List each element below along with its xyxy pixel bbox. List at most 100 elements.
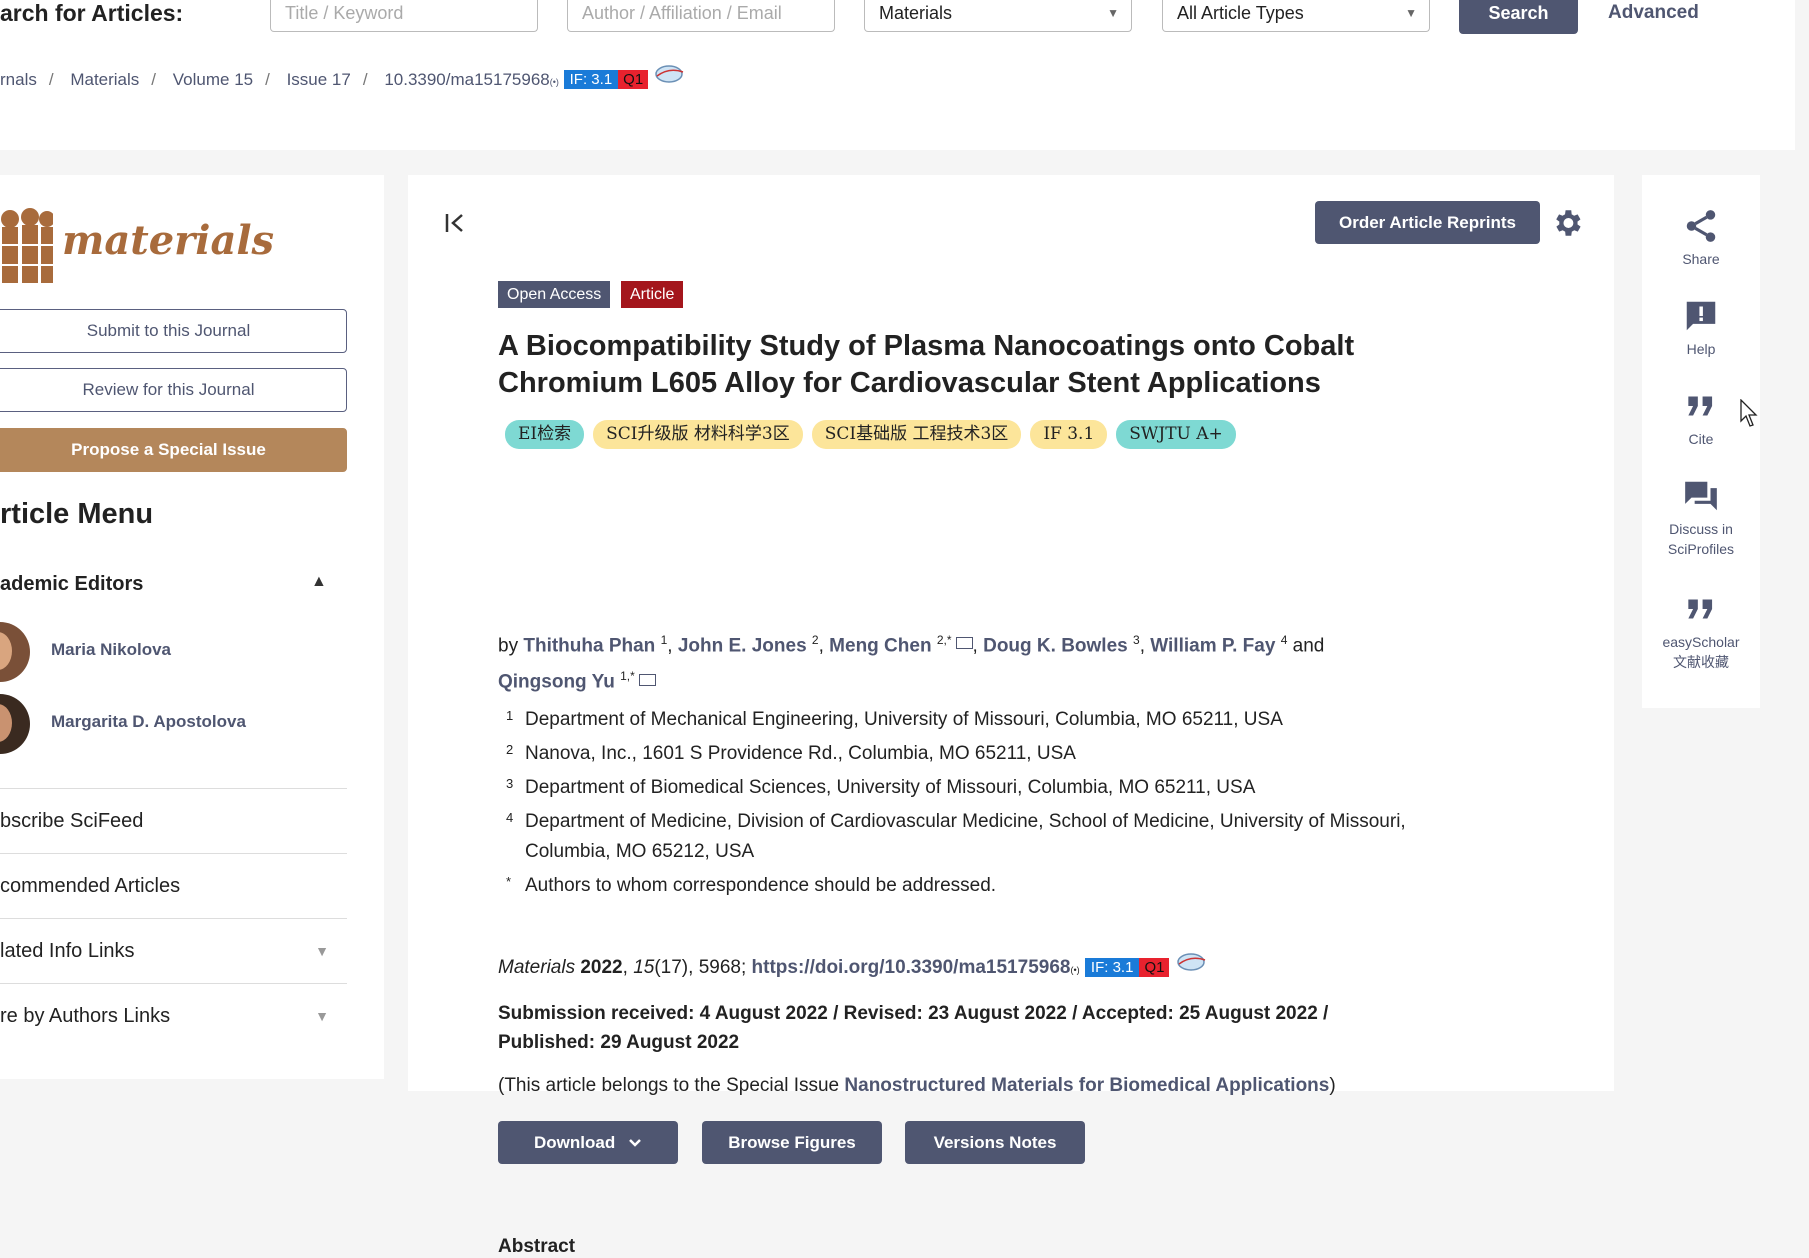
advanced-search-link[interactable]: Advanced bbox=[1608, 2, 1699, 23]
author-link[interactable]: Doug K. Bowles bbox=[983, 635, 1128, 657]
globe-icon bbox=[1176, 953, 1205, 971]
special-prefix: (This article belongs to the Special Iss… bbox=[498, 1075, 845, 1096]
author-input[interactable]: Author / Affiliation / Email bbox=[567, 0, 835, 32]
editor-name[interactable]: Maria Nikolova bbox=[51, 640, 171, 659]
breadcrumb-row bbox=[0, 38, 1795, 150]
gear-icon[interactable] bbox=[1550, 206, 1584, 240]
author-sup: 2 bbox=[811, 633, 819, 647]
special-suffix: ) bbox=[1329, 1075, 1336, 1096]
subscribe-scifeed-row[interactable]: bscribe SciFeed bbox=[0, 788, 347, 854]
affiliation-item: 3 Department of Biomedical Sciences, Univ… bbox=[506, 776, 1256, 798]
help-icon bbox=[1686, 301, 1716, 331]
doi-link[interactable]: https://doi.org/10.3390/ma15175968 bbox=[751, 957, 1071, 978]
recommended-articles-row[interactable]: commended Articles bbox=[0, 853, 347, 919]
editor-item[interactable]: Maria Nikolova bbox=[0, 622, 340, 682]
affiliation-item: * Authors to whom correspondence should b… bbox=[506, 874, 997, 896]
discuss-icon bbox=[1685, 481, 1717, 511]
download-button[interactable]: Download bbox=[498, 1121, 678, 1164]
author-link[interactable]: William P. Fay bbox=[1150, 635, 1276, 657]
academic-editors-heading[interactable]: ademic Editors bbox=[0, 573, 144, 595]
pill-if: IF 3.1 bbox=[1030, 420, 1108, 449]
journal-logo-icon bbox=[0, 205, 53, 285]
versions-notes-button[interactable]: Versions Notes bbox=[905, 1121, 1085, 1164]
author-sup: 2,* bbox=[936, 633, 952, 647]
breadcrumb: rnals / Materials / Volume 15/ Issue 17/ 1… bbox=[0, 63, 685, 90]
row-label: re by Authors Links bbox=[0, 1005, 171, 1027]
publication-dates: Submission received: 4 August 2022 / Rev… bbox=[498, 1003, 1329, 1053]
title-keyword-input[interactable]: Title / Keyword bbox=[270, 0, 538, 32]
cite-label: Cite bbox=[1688, 431, 1714, 447]
special-issue-link[interactable]: Nanostructured Materials for Biomedical … bbox=[844, 1075, 1330, 1096]
breadcrumb-materials[interactable]: Materials bbox=[70, 70, 140, 89]
right-rail: Share Help Cite Discuss in SciProfiles e… bbox=[1642, 175, 1760, 708]
submit-journal-button[interactable]: Submit to this Journal bbox=[0, 309, 347, 353]
author-link[interactable]: Qingsong Yu bbox=[498, 671, 615, 693]
browse-figures-button[interactable]: Browse Figures bbox=[702, 1121, 882, 1164]
open-access-tag[interactable]: Open Access bbox=[498, 281, 611, 308]
discuss-sciprofiles-button[interactable]: Discuss in SciProfiles bbox=[1642, 477, 1760, 559]
help-button[interactable]: Help bbox=[1642, 297, 1760, 359]
related-info-links-row[interactable]: lated Info Links ▼ bbox=[0, 918, 347, 984]
author-sup: 1 bbox=[660, 633, 668, 647]
globe-icon bbox=[655, 65, 684, 83]
affiliations: 1 Department of Mechanical Engineering, U… bbox=[506, 705, 1466, 905]
journal-select[interactable]: Materials ▼ bbox=[864, 0, 1132, 32]
author-sup: 4 bbox=[1280, 633, 1288, 647]
more-by-authors-row[interactable]: re by Authors Links ▼ bbox=[0, 983, 347, 1049]
article-menu-title: rticle Menu bbox=[0, 498, 154, 530]
quartile-badge: Q1 bbox=[1139, 958, 1170, 977]
easyscholar-label-1: easyScholar bbox=[1662, 634, 1740, 650]
easyscholar-button[interactable]: easyScholar 文献收藏 bbox=[1642, 590, 1760, 672]
row-label: lated Info Links bbox=[0, 940, 135, 962]
cite-button[interactable]: Cite bbox=[1642, 387, 1760, 449]
by-label: by bbox=[498, 635, 519, 657]
avatar bbox=[0, 694, 30, 754]
citation-year: 2022 bbox=[580, 957, 623, 978]
left-sidebar: materials Submit to this Journal Review … bbox=[0, 175, 384, 1079]
row-label: commended Articles bbox=[0, 875, 181, 897]
editor-name[interactable]: Margarita D. Apostolova bbox=[51, 712, 246, 731]
affiliation-item: 1 Department of Mechanical Engineering, U… bbox=[506, 708, 1283, 730]
pill-sci-upgrade: SCI升级版 材料科学3区 bbox=[593, 420, 803, 449]
ranking-pills: EI检索 SCI升级版 材料科学3区 SCI基础版 工程技术3区 IF 3.1 SWJT… bbox=[505, 420, 1245, 450]
author-sup: 1,* bbox=[620, 669, 635, 684]
breadcrumb-journals[interactable]: rnals bbox=[0, 70, 37, 89]
pill-swjtu: SWJTU A+ bbox=[1116, 420, 1236, 449]
chevron-up-icon[interactable]: ▲ bbox=[311, 573, 327, 590]
chevron-down-icon: ▼ bbox=[1405, 6, 1417, 20]
citation-line: Materials 2022, 15(17), 5968; https://do… bbox=[498, 951, 1207, 979]
search-button[interactable]: Search bbox=[1459, 0, 1578, 34]
author-sup: 3 bbox=[1133, 633, 1140, 647]
search-label: arch for Articles: bbox=[0, 0, 184, 26]
journal-logo-text[interactable]: materials bbox=[62, 217, 275, 264]
author-link[interactable]: John E. Jones bbox=[677, 635, 807, 657]
order-reprints-button[interactable]: Order Article Reprints bbox=[1315, 201, 1540, 244]
and-label: and bbox=[1292, 635, 1325, 657]
mail-icon[interactable] bbox=[955, 637, 973, 650]
citation-pages: (17), 5968; bbox=[654, 957, 747, 978]
quote-icon bbox=[1688, 396, 1713, 416]
discuss-label-2: SciProfiles bbox=[1667, 541, 1735, 557]
share-button[interactable]: Share bbox=[1642, 207, 1760, 269]
breadcrumb-volume[interactable]: Volume 15 bbox=[172, 70, 254, 89]
editor-item[interactable]: Margarita D. Apostolova bbox=[0, 694, 340, 754]
collapse-icon[interactable] bbox=[444, 211, 468, 235]
citation-journal: Materials bbox=[498, 957, 576, 978]
breadcrumb-doi: 10.3390/ma15175968 bbox=[384, 70, 550, 89]
review-journal-button[interactable]: Review for this Journal bbox=[0, 368, 347, 412]
breadcrumb-issue[interactable]: Issue 17 bbox=[286, 70, 351, 89]
propose-special-issue-button[interactable]: Propose a Special Issue bbox=[0, 428, 347, 472]
discuss-label-1: Discuss in bbox=[1669, 521, 1733, 537]
author-link[interactable]: Thithuha Phan bbox=[523, 635, 656, 657]
pill-ei: EI检索 bbox=[505, 420, 585, 449]
mail-icon[interactable] bbox=[638, 673, 656, 686]
mouse-cursor-icon bbox=[1740, 399, 1758, 427]
author-list: by Thithuha Phan 1, John E. Jones 2, Men… bbox=[498, 633, 1325, 693]
chevron-down-icon: ▼ bbox=[1107, 6, 1119, 20]
abstract-heading: Abstract bbox=[498, 1236, 576, 1257]
special-issue-note: (This article belongs to the Special Iss… bbox=[498, 1075, 1336, 1097]
article-type-select[interactable]: All Article Types ▼ bbox=[1162, 0, 1430, 32]
author-link[interactable]: Meng Chen bbox=[829, 635, 932, 657]
share-icon bbox=[1686, 210, 1716, 242]
impact-factor-badge: IF: 3.1 bbox=[563, 70, 619, 89]
